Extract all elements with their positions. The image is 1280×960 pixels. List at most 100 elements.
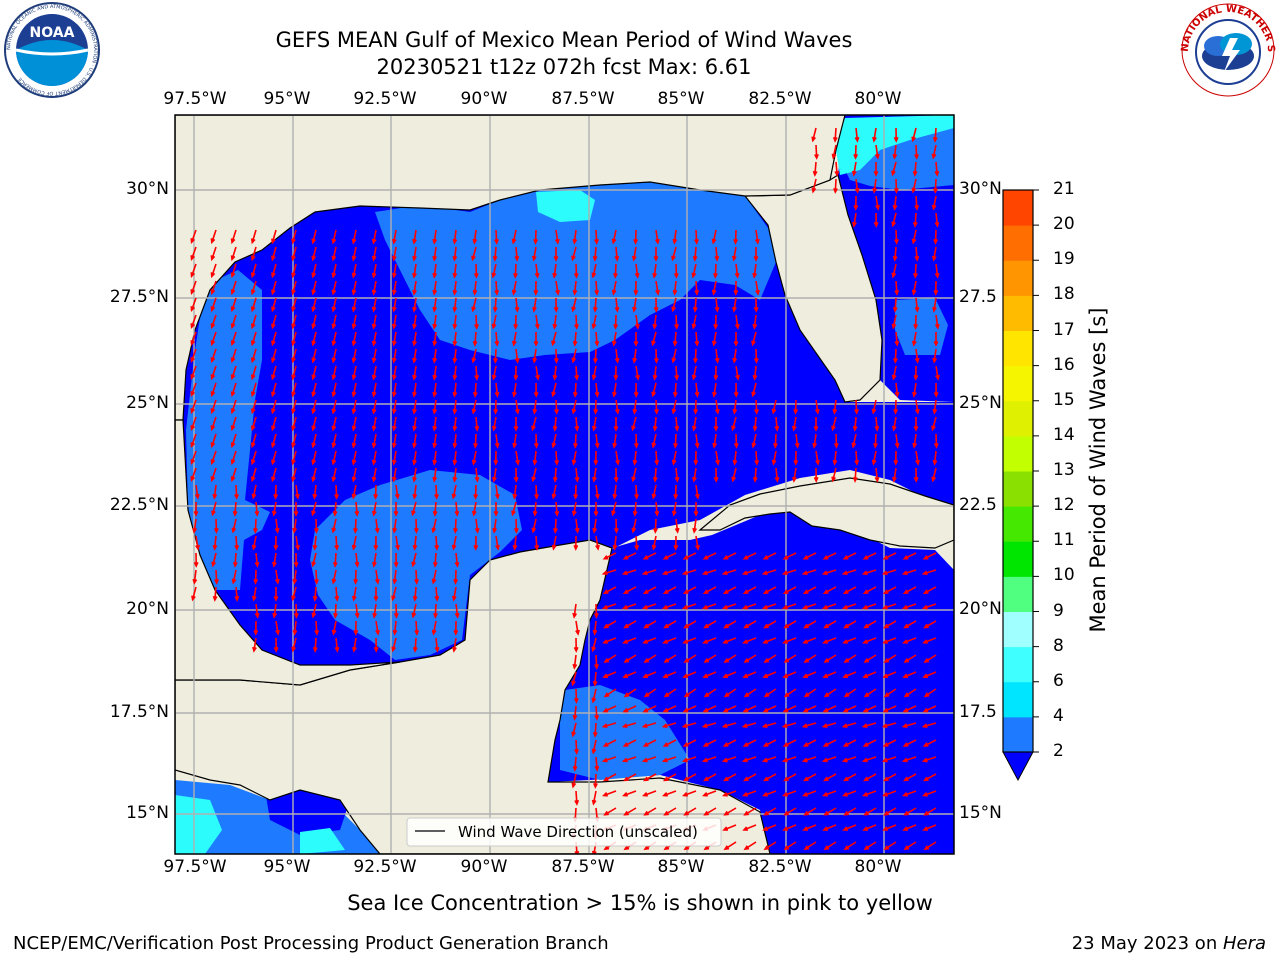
wave-direction-arrow: [191, 586, 197, 600]
wave-direction-arrow: [232, 518, 237, 532]
wave-direction-arrowhead: [351, 238, 357, 245]
wave-direction-arrowhead: [922, 673, 929, 679]
wave-direction-arrow: [573, 654, 577, 669]
wave-direction-arrowhead: [911, 340, 917, 347]
wave-direction-arrowhead: [295, 544, 300, 551]
wave-direction-arrowhead: [762, 673, 769, 679]
wave-direction-arrowhead: [883, 810, 889, 816]
wave-direction-arrow: [793, 467, 797, 481]
wave-direction-arrowhead: [602, 707, 609, 713]
wave-direction-arrowhead: [273, 545, 279, 551]
wave-direction-arrow: [252, 535, 257, 549]
wave-direction-arrow: [332, 620, 337, 634]
wave-direction-arrow: [392, 637, 397, 651]
wave-direction-arrow: [863, 756, 877, 762]
wave-direction-arrow: [675, 314, 678, 329]
wave-direction-arrow: [433, 314, 437, 328]
wave-direction-arrow: [852, 433, 857, 447]
wave-direction-arrow: [652, 433, 657, 447]
wave-direction-arrowhead: [454, 510, 460, 517]
wave-direction-arrowhead: [841, 723, 848, 729]
wave-direction-arrow: [595, 382, 599, 397]
wave-direction-arrowhead: [762, 589, 769, 594]
wave-direction-arrowhead: [892, 153, 898, 160]
wave-direction-arrowhead: [683, 658, 690, 663]
wave-direction-arrow: [663, 705, 677, 713]
wave-direction-arrow: [214, 586, 217, 601]
wave-direction-arrow: [593, 620, 597, 635]
wave-direction-arrowhead: [230, 476, 236, 483]
wave-direction-arrowhead: [371, 323, 377, 330]
wave-direction-arrow: [803, 569, 817, 575]
wave-direction-arrow: [272, 501, 277, 515]
wave-direction-arrow: [413, 450, 417, 464]
wave-direction-arrowhead: [412, 238, 417, 245]
wave-direction-arrow: [753, 263, 757, 277]
wave-direction-arrowhead: [230, 306, 236, 313]
wave-direction-arrow: [623, 756, 637, 762]
wave-direction-arrowhead: [742, 555, 749, 560]
wave-direction-arrowhead: [893, 188, 899, 194]
wave-direction-arrow: [724, 807, 737, 816]
wave-direction-arrowhead: [371, 289, 377, 296]
wave-direction-arrow: [855, 450, 858, 465]
wave-direction-arrowhead: [842, 826, 848, 831]
wave-direction-arrowhead: [591, 374, 597, 381]
wave-direction-arrowhead: [643, 810, 649, 816]
wave-direction-arrowhead: [933, 239, 939, 245]
wave-direction-arrow: [231, 263, 237, 277]
wave-direction-arrowhead: [331, 459, 337, 466]
wave-direction-arrowhead: [314, 578, 319, 585]
wave-direction-arrow: [372, 450, 377, 464]
wave-direction-arrow: [413, 246, 417, 260]
wave-direction-arrowhead: [572, 714, 578, 721]
wave-direction-arrowhead: [803, 810, 809, 816]
wave-direction-arrowhead: [230, 459, 236, 466]
wave-direction-arrow: [453, 280, 457, 295]
wave-direction-arrow: [623, 671, 637, 678]
wave-direction-arrowhead: [913, 375, 919, 381]
wave-direction-arrowhead: [271, 323, 276, 330]
wave-direction-arrow: [783, 705, 797, 713]
wave-direction-arrowhead: [271, 476, 276, 483]
wave-direction-arrowhead: [572, 663, 578, 670]
wave-direction-arrow: [892, 365, 897, 379]
wave-direction-arrowhead: [621, 757, 628, 763]
wave-direction-arrowhead: [934, 272, 940, 279]
wave-direction-arrowhead: [662, 589, 669, 594]
wave-direction-arrowhead: [813, 426, 819, 432]
wave-direction-arrow: [763, 824, 777, 831]
wave-direction-arrow: [932, 467, 937, 481]
wave-direction-arrowhead: [681, 723, 688, 729]
wave-direction-arrowhead: [471, 357, 477, 364]
wave-direction-arrow: [215, 569, 218, 584]
wave-direction-arrowhead: [393, 511, 399, 517]
wave-direction-arrow: [271, 365, 277, 379]
wave-direction-arrow: [864, 620, 877, 629]
wave-direction-arrow: [273, 552, 277, 566]
wave-direction-arrow: [904, 654, 917, 663]
wave-direction-arrow: [923, 824, 937, 831]
wave-direction-arrow: [291, 246, 297, 260]
wave-direction-arrow: [332, 348, 337, 362]
wave-direction-arrowhead: [230, 272, 236, 279]
wave-direction-arrow: [352, 450, 357, 464]
wave-direction-arrow: [190, 246, 197, 260]
wave-direction-arrow: [914, 161, 917, 176]
wave-direction-arrowhead: [250, 408, 256, 415]
wave-direction-arrow: [913, 433, 917, 447]
wave-direction-arrow: [353, 637, 357, 651]
wave-direction-arrow: [872, 450, 877, 464]
wave-direction-arrowhead: [210, 408, 216, 415]
wave-direction-arrow: [251, 314, 257, 328]
wave-direction-arrow: [623, 569, 637, 575]
wave-direction-arrow: [533, 399, 537, 414]
wave-direction-arrowhead: [761, 604, 768, 610]
wave-direction-arrow: [555, 280, 559, 294]
wave-direction-arrowhead: [272, 561, 277, 568]
wave-direction-arrow: [604, 654, 617, 663]
wave-direction-arrowhead: [454, 561, 460, 568]
wave-direction-arrow: [291, 348, 297, 362]
colorbar-tick-label: 10: [1053, 565, 1075, 586]
wave-direction-arrowhead: [432, 272, 438, 279]
